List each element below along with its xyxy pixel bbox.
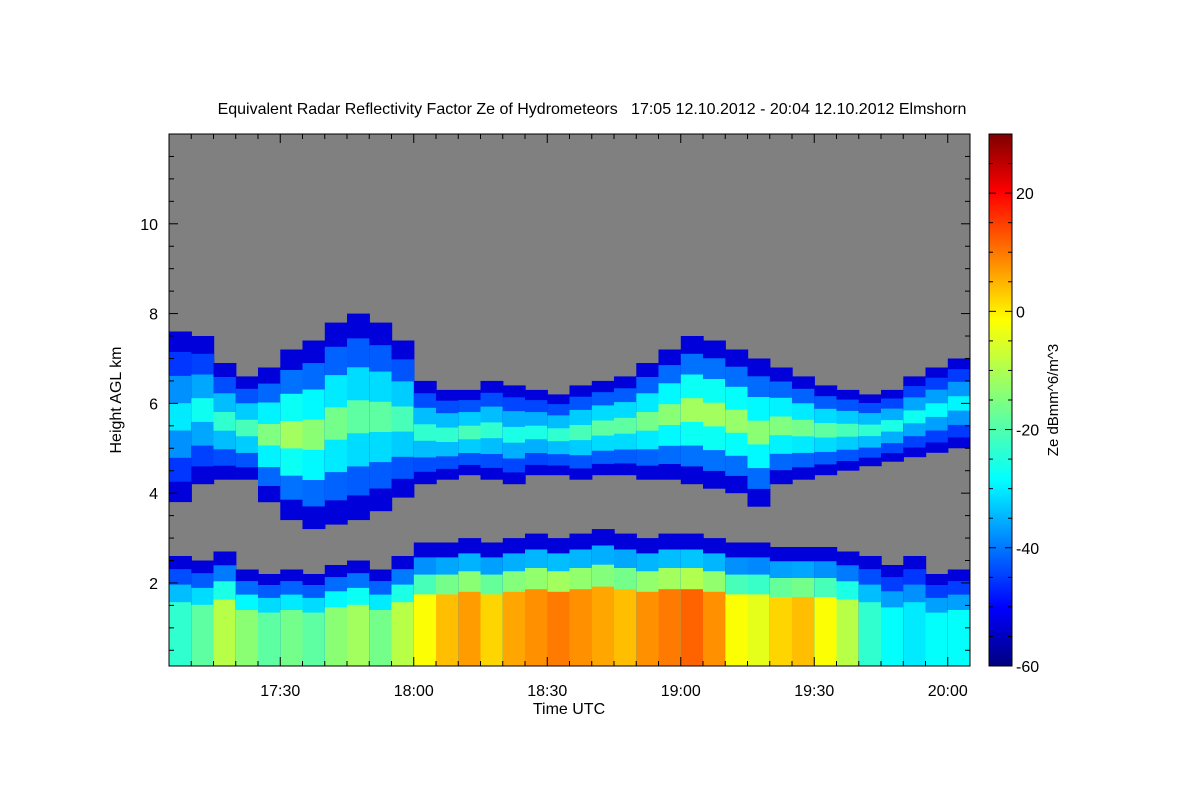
- y-tick-label: 4: [149, 486, 158, 503]
- x-tick-label: 17:30: [260, 683, 300, 700]
- heatmap-cell: [903, 602, 927, 666]
- heatmap-cell: [591, 420, 615, 436]
- heatmap-cell: [458, 425, 482, 440]
- heatmap-cell: [302, 612, 326, 666]
- cloud-layer-2: [169, 529, 970, 666]
- heatmap-cell: [324, 407, 348, 440]
- heatmap-cell: [458, 591, 482, 666]
- heatmap-cell: [413, 594, 437, 666]
- heatmap-cell: [792, 597, 815, 666]
- colorbar-tick-label: 20: [1016, 186, 1034, 203]
- heatmap-cell: [480, 422, 504, 439]
- heatmap-cell: [213, 599, 237, 666]
- heatmap-cell: [169, 403, 192, 431]
- heatmap-cell: [814, 423, 838, 438]
- heatmap-cell: [502, 426, 526, 443]
- heatmap-cell: [881, 607, 904, 666]
- heatmap-cell: [347, 400, 370, 434]
- x-axis-label: Time UTC: [533, 701, 605, 718]
- heatmap-cell: [836, 423, 860, 437]
- heatmap-cell: [614, 589, 637, 666]
- heatmap-cell: [769, 597, 793, 666]
- y-tick-label: 10: [140, 217, 158, 234]
- heatmap-cell: [858, 424, 882, 437]
- y-tick-label: 2: [149, 576, 158, 593]
- heatmap-cell: [658, 589, 682, 666]
- heatmap-cell: [747, 420, 771, 445]
- colorbar-tick-label: 0: [1016, 304, 1025, 321]
- x-tick-label: 20:00: [928, 683, 968, 700]
- heatmap-cell: [502, 591, 526, 666]
- heatmap-cell: [792, 419, 815, 437]
- heatmap-cell: [636, 591, 660, 666]
- heatmap-cell: [814, 597, 838, 666]
- heatmap-cell: [235, 610, 259, 666]
- colorbar-label: Ze dBmm^6/m^3: [1045, 344, 1062, 456]
- heatmap-cell: [703, 591, 726, 666]
- heatmap-cell: [280, 610, 304, 666]
- y-tick-label: 6: [149, 396, 158, 413]
- heatmap-cell: [925, 612, 949, 666]
- heatmap-cell: [903, 410, 927, 424]
- heatmap-cell: [235, 419, 259, 437]
- heatmap-cell: [680, 398, 704, 422]
- heatmap-cell: [191, 604, 215, 666]
- x-tick-label: 19:00: [661, 683, 701, 700]
- heatmap-cell: [725, 594, 749, 666]
- heatmap-cell: [369, 610, 393, 666]
- heatmap-cell: [858, 602, 882, 666]
- heatmap-cell: [191, 398, 215, 422]
- heatmap-layer: [169, 313, 970, 666]
- heatmap-cell: [391, 406, 415, 432]
- heatmap-cell: [213, 412, 237, 431]
- heatmap-cell: [881, 420, 904, 432]
- heatmap-cell: [347, 604, 370, 666]
- heatmap-cell: [569, 589, 593, 666]
- cloud-layer-1: [169, 313, 970, 530]
- heatmap-cell: [547, 428, 571, 442]
- y-axis-label: Height AGL km: [108, 346, 125, 453]
- colorbar-tick-label: -40: [1016, 541, 1039, 558]
- heatmap-cell: [480, 594, 504, 666]
- heatmap-cell: [391, 602, 415, 666]
- heatmap-cell: [258, 612, 281, 666]
- heatmap-cell: [747, 594, 771, 666]
- x-axis: 17:30 18:00 18:30 19:00 19:30 20:00: [168, 134, 971, 700]
- heatmap-cell: [525, 589, 548, 666]
- heatmap-cell: [725, 409, 749, 433]
- heatmap-cell: [525, 425, 548, 440]
- heatmap-cell: [836, 599, 860, 666]
- heatmap-cell: [280, 421, 304, 449]
- x-tick-label: 19:30: [794, 683, 834, 700]
- heatmap-cell: [703, 402, 726, 427]
- x-tick-label: 18:30: [527, 683, 567, 700]
- heatmap-cell: [258, 424, 281, 446]
- heatmap-cell: [680, 589, 704, 666]
- heatmap-cell: [436, 594, 459, 666]
- heatmap-cell: [769, 416, 793, 436]
- colorbar-tick-label: -60: [1016, 659, 1039, 676]
- heatmap-cell: [413, 424, 437, 441]
- y-tick-label: 8: [149, 307, 158, 324]
- heatmap-cell: [636, 412, 660, 431]
- heatmap-cell: [614, 417, 637, 434]
- heatmap-cell: [569, 425, 593, 441]
- heatmap-cell: [925, 403, 949, 417]
- heatmap-cell: [324, 607, 348, 666]
- heatmap-cell: [658, 404, 682, 425]
- y-axis: 2 4 6 8 10: [140, 133, 970, 651]
- x-tick-label: 18:00: [394, 683, 434, 700]
- chart-title: Equivalent Radar Reflectivity Factor Ze …: [218, 101, 967, 118]
- heatmap-cell: [369, 401, 393, 432]
- heatmap-cell: [436, 427, 459, 442]
- colorbar-tick-label: -20: [1016, 423, 1039, 440]
- heatmap-cell: [302, 419, 326, 450]
- heatmap-cell: [947, 610, 970, 666]
- heatmap-cell: [591, 586, 615, 666]
- heatmap-cell: [169, 602, 192, 666]
- heatmap-cell: [547, 591, 571, 666]
- colorbar-ticks: 20 0 -20 -40 -60: [989, 133, 1039, 676]
- heatmap-cell: [947, 396, 970, 411]
